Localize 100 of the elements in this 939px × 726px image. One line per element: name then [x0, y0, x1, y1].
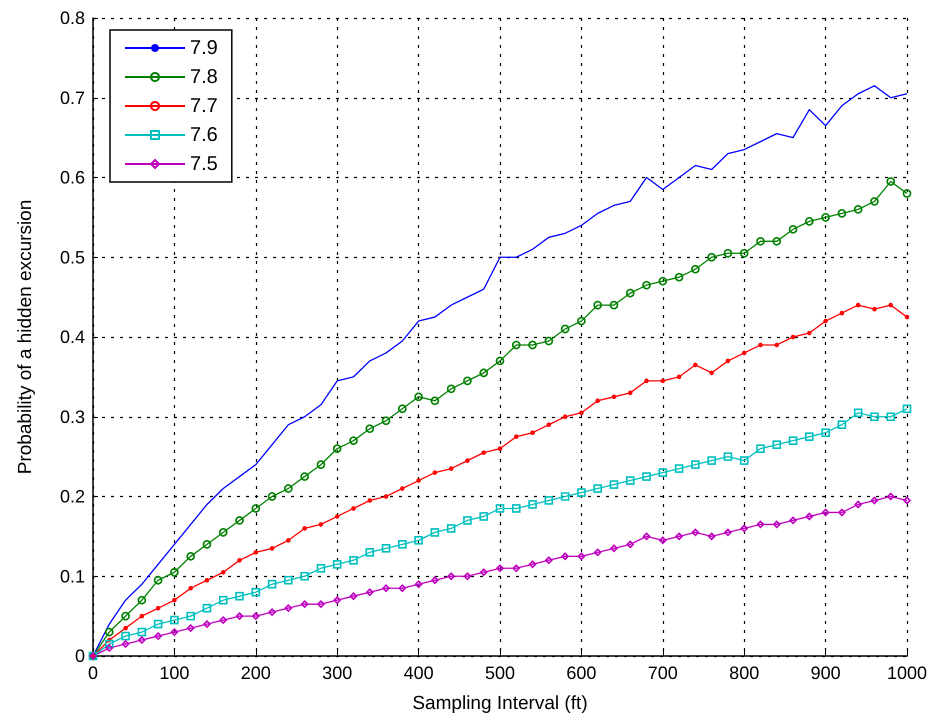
point — [854, 408, 862, 418]
point — [300, 572, 309, 581]
x-tick-label: 1000 — [886, 663, 928, 683]
point — [693, 362, 698, 368]
point — [610, 480, 618, 489]
point — [658, 276, 668, 286]
point — [300, 472, 309, 481]
legend-label: 7.7 — [190, 95, 218, 117]
point — [628, 390, 633, 396]
point — [154, 576, 162, 585]
point — [203, 620, 211, 628]
y-tick-label: 0.8 — [60, 8, 85, 28]
point — [235, 516, 244, 525]
point — [772, 237, 782, 246]
point — [284, 576, 293, 585]
point — [170, 568, 179, 577]
point — [349, 556, 358, 565]
x-tick-label: 0 — [88, 663, 98, 683]
point — [886, 492, 895, 500]
point — [366, 588, 374, 596]
x-tick-label: 800 — [729, 663, 760, 683]
point — [756, 237, 765, 246]
point — [560, 492, 570, 501]
point — [382, 584, 390, 592]
point — [172, 598, 177, 602]
x-axis-title: Sampling Interval (ft) — [412, 693, 588, 714]
point — [577, 488, 586, 497]
point — [872, 306, 877, 312]
point — [593, 484, 602, 493]
point — [806, 512, 814, 520]
point — [707, 252, 716, 262]
point — [384, 494, 388, 499]
x-tick-label: 200 — [240, 663, 271, 683]
y-axis-title: Probability of a hidden excursion — [15, 200, 36, 474]
point — [235, 592, 244, 600]
point — [479, 368, 488, 378]
point — [886, 177, 896, 186]
point — [726, 358, 730, 364]
point — [903, 496, 911, 504]
point — [480, 568, 488, 576]
legend-label: 7.6 — [190, 124, 218, 146]
point — [140, 614, 144, 618]
point — [724, 248, 732, 258]
point — [740, 524, 748, 532]
point — [512, 504, 521, 513]
point — [659, 536, 667, 544]
point — [334, 514, 340, 519]
point — [218, 596, 228, 604]
point — [562, 414, 568, 420]
point — [840, 310, 844, 316]
point — [398, 404, 407, 414]
point — [268, 608, 276, 616]
point — [106, 638, 112, 642]
point — [432, 470, 438, 475]
point — [579, 410, 584, 416]
point — [156, 606, 160, 610]
point — [237, 558, 242, 563]
point — [626, 288, 635, 298]
point — [398, 540, 407, 549]
point — [838, 209, 846, 218]
point — [333, 596, 341, 604]
point — [772, 520, 781, 528]
point — [821, 428, 830, 437]
point — [316, 564, 326, 573]
point — [367, 498, 372, 503]
point — [707, 456, 716, 465]
point — [856, 302, 860, 308]
point — [691, 460, 700, 469]
point — [481, 450, 486, 455]
point — [446, 384, 456, 394]
point — [528, 500, 537, 509]
point — [902, 404, 912, 414]
point — [416, 478, 421, 483]
point — [332, 444, 342, 453]
point — [350, 592, 358, 600]
y-tick-label: 0.3 — [60, 406, 85, 427]
point — [382, 416, 390, 426]
point — [528, 560, 536, 568]
point — [414, 392, 423, 402]
point — [676, 374, 682, 380]
point — [154, 632, 162, 640]
point — [431, 576, 439, 584]
point — [270, 546, 274, 551]
point — [610, 300, 618, 310]
point — [202, 604, 212, 612]
point — [805, 217, 814, 226]
point — [398, 584, 406, 592]
point — [788, 225, 798, 234]
point — [708, 532, 716, 540]
x-tick-label: 500 — [484, 663, 516, 683]
point — [595, 398, 600, 404]
point — [594, 548, 602, 556]
point — [546, 422, 552, 428]
y-tick-label: 0.1 — [60, 566, 85, 586]
point — [316, 460, 326, 469]
point — [544, 496, 554, 505]
point — [188, 586, 193, 591]
x-tick-label: 100 — [159, 663, 190, 683]
point — [220, 570, 226, 575]
point — [496, 356, 504, 366]
